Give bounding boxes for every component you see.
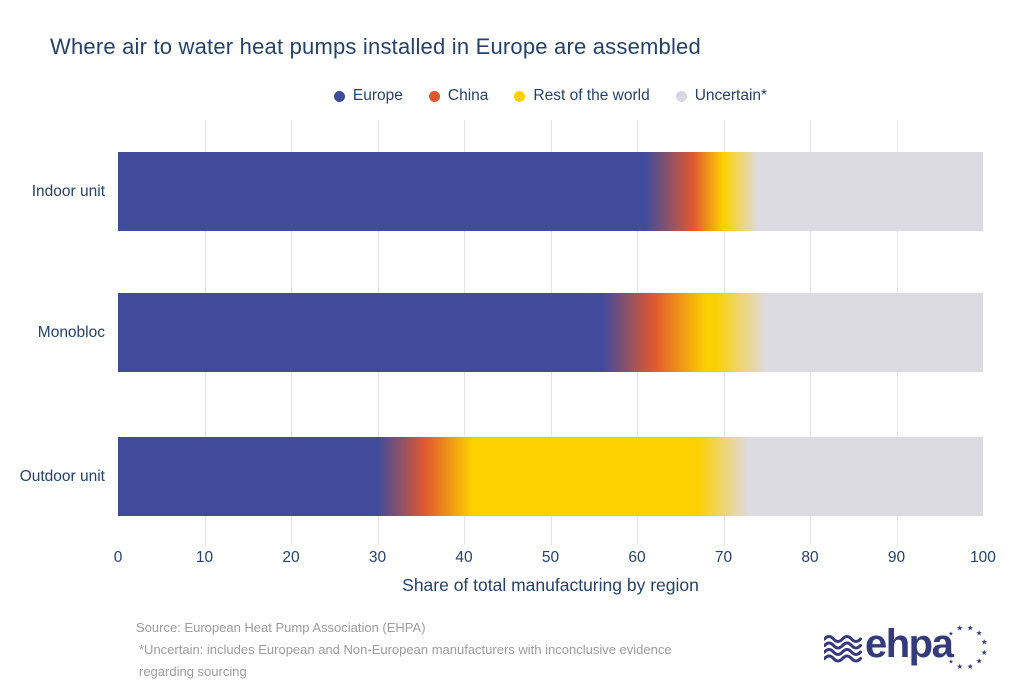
x-tick-label: 100 [970,549,996,566]
x-tick-label: 90 [887,549,906,566]
x-tick-label: 50 [541,549,560,566]
stacked-bar-outdoor-unit [118,437,983,516]
x-tick-label: 30 [368,549,387,566]
svg-text:★: ★ [976,628,983,637]
eu-stars-icon: ★ ★ ★ ★ ★ ★ ★ ★ ★ ★ [949,623,989,671]
legend-item: Uncertain* [675,87,768,105]
plot-area [118,120,983,545]
legend-label: Uncertain* [694,87,768,104]
stacked-bar-monobloc [118,293,983,372]
source-note: Source: European Heat Pump Association (… [136,617,672,683]
x-tick-label: 70 [714,549,733,566]
svg-text:★: ★ [957,623,964,632]
stacked-bar-indoor-unit [118,152,983,231]
svg-text:★: ★ [967,662,974,671]
footnote-line-2: regarding sourcing [139,664,247,679]
footnote-line-1: *Uncertain: includes European and Non-Eu… [139,642,672,657]
svg-text:★: ★ [957,662,964,671]
legend-label: Rest of the world [533,87,650,104]
x-tick-label: 80 [801,549,819,566]
legend-item: Europe [333,87,403,105]
legend-swatch-icon [333,90,345,102]
svg-text:★: ★ [967,623,974,632]
legend-swatch-icon [428,90,440,102]
x-tick-label: 40 [455,549,473,566]
legend-swatch-icon [514,90,526,102]
legend: Europe China Rest of the world Uncertain* [118,84,983,108]
category-label: Outdoor unit [19,467,105,485]
ehpa-logo: ehpa ★ ★ ★ ★ ★ ★ ★ ★ ★ ★ [824,620,991,674]
legend-label: Europe [352,87,403,104]
x-tick-label: 60 [628,549,646,566]
svg-text:★: ★ [981,648,988,657]
svg-text:★: ★ [981,637,988,646]
svg-text:★: ★ [976,657,983,666]
logo-text: ehpa [865,622,954,666]
legend-label: China [447,87,489,104]
x-tick-label: 20 [282,549,300,566]
x-tick-label: 0 [113,549,123,566]
category-label: Monobloc [37,323,105,341]
legend-swatch-icon [675,90,687,102]
source-line: Source: European Heat Pump Association (… [136,620,426,635]
svg-text:★: ★ [949,659,954,666]
category-label: Indoor unit [31,182,105,200]
waves-icon [824,635,862,663]
svg-text:★: ★ [949,630,954,637]
legend-item: China [428,87,489,105]
x-axis-title: Share of total manufacturing by region [402,575,699,595]
x-tick-label: 10 [195,549,214,566]
legend-item: Rest of the world [514,87,650,105]
chart-title: Where air to water heat pumps installed … [50,34,701,59]
